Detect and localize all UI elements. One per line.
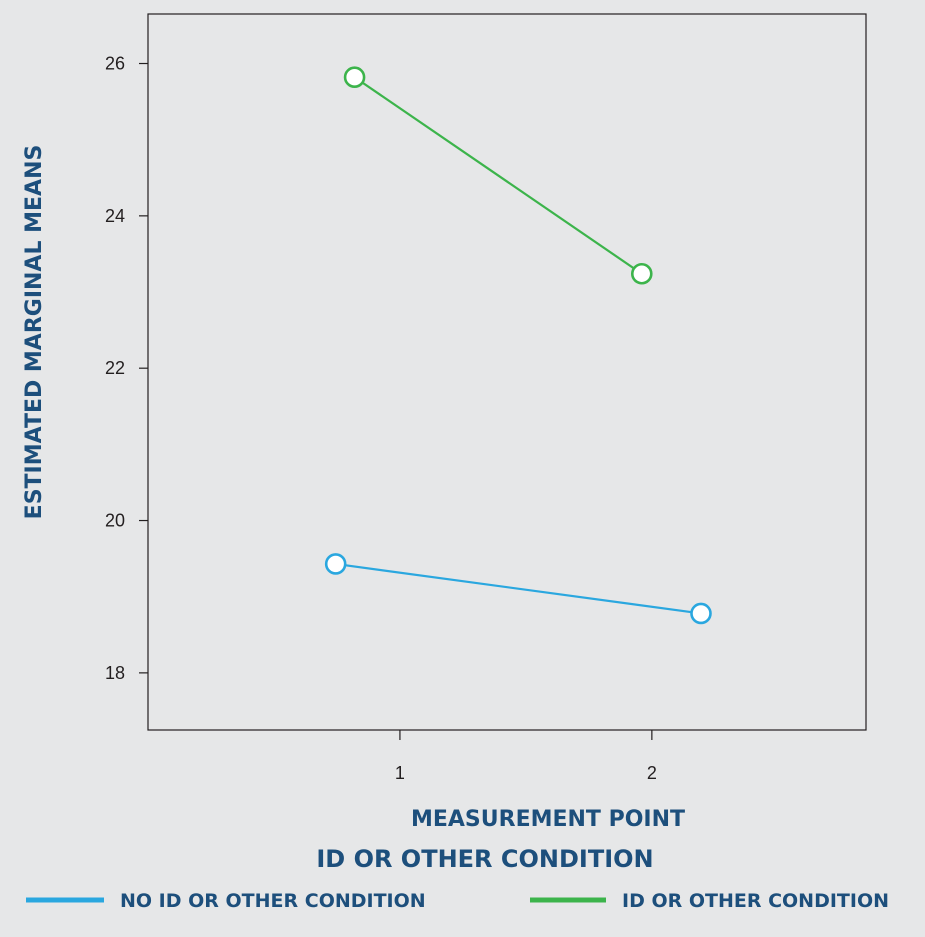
y-tick-label-22: 22: [105, 358, 125, 378]
y-axis-ticks: 18 20 22 24 26: [105, 54, 148, 683]
legend-item-no-id: NO ID OR OTHER CONDITION: [26, 890, 426, 912]
x-tick-label-1: 1: [395, 763, 405, 783]
plot-area: [147, 13, 867, 731]
legend: NO ID OR OTHER CONDITION ID OR OTHER CON…: [26, 890, 889, 912]
series-line-id: [353, 76, 643, 275]
point-no-id-2: [690, 602, 712, 625]
point-id-1: [343, 66, 366, 89]
x-tick-label-2: 2: [647, 763, 657, 783]
y-tick-label-18: 18: [105, 663, 125, 683]
series-line-no-id: [335, 562, 702, 615]
legend-label-no-id: NO ID OR OTHER CONDITION: [120, 890, 426, 912]
point-no-id-1: [324, 553, 347, 575]
series-layer: [324, 66, 712, 625]
x-axis-title: MEASUREMENT POINT: [411, 807, 685, 832]
y-tick-label-24: 24: [105, 206, 125, 226]
y-tick-label-26: 26: [105, 54, 125, 74]
legend-item-id: ID OR OTHER CONDITION: [530, 890, 889, 912]
legend-label-id: ID OR OTHER CONDITION: [622, 890, 889, 912]
legend-title: ID OR OTHER CONDITION: [316, 845, 653, 873]
y-tick-label-20: 20: [105, 511, 125, 531]
y-axis-title: ESTIMATED MARGINAL MEANS: [22, 145, 47, 520]
point-id-2: [630, 262, 653, 285]
